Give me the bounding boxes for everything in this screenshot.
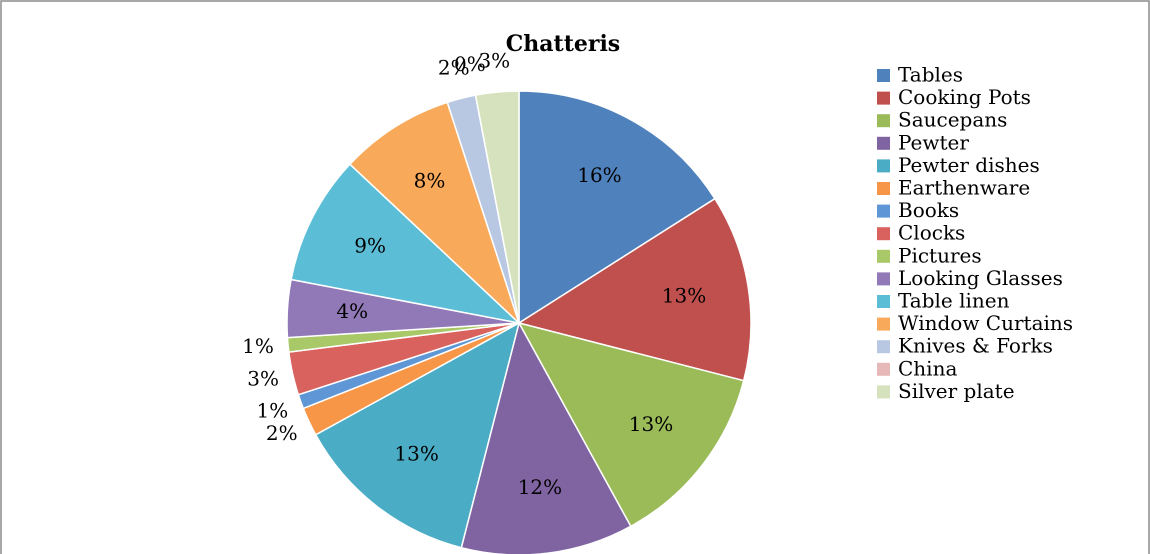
legend-label: Cooking Pots xyxy=(898,85,1031,109)
data-label: 1% xyxy=(242,334,274,358)
data-label: 12% xyxy=(518,475,562,499)
legend-swatch xyxy=(877,249,890,263)
legend-label: Pewter dishes xyxy=(898,153,1040,177)
pie-slice xyxy=(474,90,520,324)
data-label: 1% xyxy=(256,398,288,422)
legend-swatch xyxy=(877,227,890,241)
data-label: 0% xyxy=(454,52,486,76)
legend-swatch xyxy=(877,159,890,173)
pie-slice xyxy=(314,321,521,549)
pie-slice xyxy=(290,163,522,325)
legend-label: Table linen xyxy=(898,289,1010,313)
legend-label: China xyxy=(898,356,957,380)
chart-title: Chatteris xyxy=(506,31,620,57)
legend-swatch xyxy=(877,362,890,376)
data-label: 2% xyxy=(438,56,470,80)
legend-label: Clocks xyxy=(898,221,965,245)
legend-label: Earthenware xyxy=(898,176,1030,200)
legend-swatch xyxy=(877,182,890,195)
data-label: 2% xyxy=(266,421,298,445)
legend-swatch xyxy=(877,340,890,354)
data-label: 13% xyxy=(662,283,706,307)
data-label: 8% xyxy=(414,168,446,192)
legend-swatch xyxy=(877,114,890,128)
data-label: 9% xyxy=(354,234,386,258)
pie-slice xyxy=(517,197,752,382)
legend-label: Silver plate xyxy=(898,379,1015,403)
data-label: 16% xyxy=(577,163,621,187)
data-label: 4% xyxy=(336,299,368,323)
legend-swatch xyxy=(877,385,890,399)
legend-swatch xyxy=(877,204,890,218)
legend-label: Pewter xyxy=(898,130,969,154)
legend-label: Pictures xyxy=(898,243,982,267)
legend-label: Books xyxy=(898,198,959,222)
legend-label: Looking Glasses xyxy=(898,266,1063,290)
legend-label: Knives & Forks xyxy=(898,334,1053,358)
pie-slice xyxy=(348,101,520,324)
pie-slice xyxy=(460,320,632,554)
data-label: 3% xyxy=(478,49,510,73)
legend-swatch xyxy=(877,272,890,286)
legend-label: Window Curtains xyxy=(898,311,1073,335)
pie-slice xyxy=(518,90,716,325)
legend-swatch xyxy=(877,91,890,105)
legend-label: Saucepans xyxy=(898,108,1007,132)
legend-swatch xyxy=(877,317,890,331)
legend-label: Tables xyxy=(898,63,963,87)
legend-swatch xyxy=(877,69,890,82)
legend-swatch xyxy=(877,295,890,308)
data-label: 3% xyxy=(247,367,279,391)
legend-swatch xyxy=(877,136,890,150)
data-label: 13% xyxy=(629,412,673,436)
data-label: 13% xyxy=(394,441,438,465)
pie-slice xyxy=(517,321,745,528)
